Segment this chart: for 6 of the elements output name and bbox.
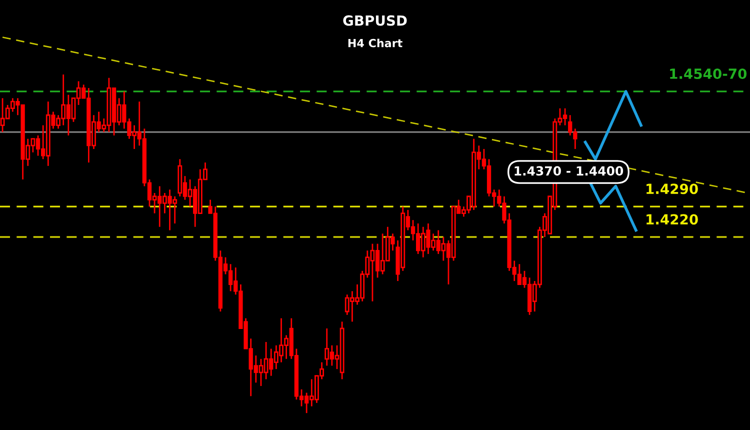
chart-title: GBPUSD (343, 15, 407, 26)
annotation: 1.4220 (646, 214, 698, 225)
annotation: 1.4370 - 1.4400 (514, 166, 624, 176)
annotation: 1.4290 (646, 184, 698, 194)
annotation: 1.4540-70 (670, 68, 747, 80)
chart-subtitle: H4 Chart (348, 38, 402, 48)
